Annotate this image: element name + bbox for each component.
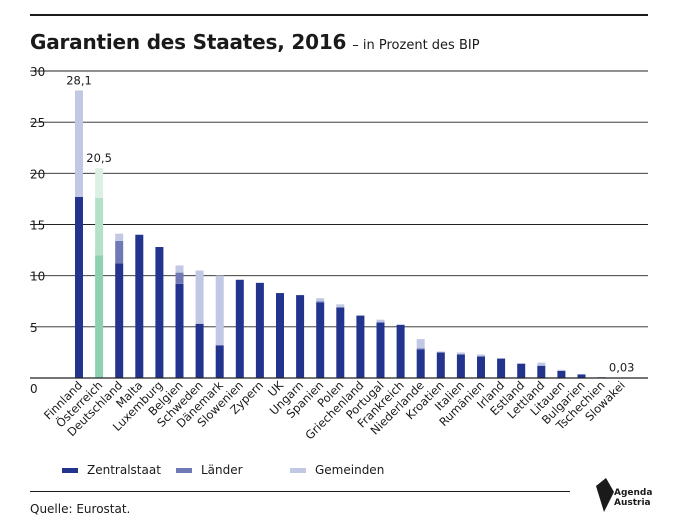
legend-item-gemeinden: Gemeinden bbox=[290, 463, 404, 477]
bar-segment bbox=[75, 196, 83, 378]
bottom-rule bbox=[30, 491, 570, 492]
source-note: Quelle: Eurostat. bbox=[30, 502, 131, 516]
chart-title: Garantien des Staates, 2016 bbox=[30, 30, 347, 54]
bar-segment bbox=[195, 270, 204, 324]
bar-segment bbox=[376, 319, 385, 322]
bar-segment bbox=[175, 265, 184, 273]
legend-item-laender: Länder bbox=[176, 463, 290, 477]
data-label: 0,03 bbox=[609, 361, 635, 375]
bar-segment bbox=[95, 255, 104, 378]
y-tick-label: 10 bbox=[30, 270, 45, 284]
legend-swatch-gemeinden bbox=[290, 467, 306, 473]
bar-segment bbox=[557, 370, 566, 378]
bar-segment bbox=[577, 374, 586, 378]
y-tick-label: 15 bbox=[30, 219, 45, 233]
bar-segment bbox=[517, 363, 526, 378]
bar-segment bbox=[537, 365, 546, 378]
data-label: 20,5 bbox=[86, 151, 112, 165]
bar-segment bbox=[376, 321, 385, 323]
legend-swatch-zentralstaat bbox=[62, 467, 78, 473]
bar-segment bbox=[356, 315, 365, 378]
logo-text-line1: Agenda bbox=[614, 488, 653, 498]
bar-segment bbox=[416, 339, 425, 349]
bar-segment bbox=[135, 234, 144, 378]
bar-segment bbox=[215, 345, 224, 378]
bar-segment bbox=[235, 279, 244, 378]
bar-segment bbox=[115, 263, 124, 378]
bar-segment bbox=[276, 293, 284, 378]
data-label: 28,1 bbox=[66, 73, 92, 87]
bar-segment bbox=[436, 352, 445, 378]
bar-segment bbox=[376, 322, 385, 378]
legend-label: Zentralstaat bbox=[87, 463, 161, 477]
bar-segment bbox=[175, 272, 184, 284]
chart-header: Garantien des Staates, 2016 – in Prozent … bbox=[30, 30, 650, 54]
legend: Zentralstaat Länder Gemeinden bbox=[62, 463, 404, 477]
y-tick-label: 25 bbox=[30, 116, 45, 130]
bar-segment bbox=[477, 356, 485, 378]
y-tick-label: 20 bbox=[30, 167, 45, 181]
bar-segment bbox=[155, 247, 164, 378]
bar-segment bbox=[336, 304, 345, 308]
legend-label: Länder bbox=[201, 463, 243, 477]
legend-label: Gemeinden bbox=[315, 463, 385, 477]
bar-segment bbox=[115, 233, 124, 241]
bar-segment bbox=[456, 352, 465, 355]
bar-segment bbox=[115, 240, 124, 264]
legend-swatch-laender bbox=[176, 467, 192, 473]
logo-text-line2: Austria bbox=[614, 498, 651, 508]
bar-segment bbox=[296, 295, 305, 378]
bar-segment bbox=[95, 197, 104, 256]
legend-item-zentralstaat: Zentralstaat bbox=[62, 463, 176, 477]
bar-chart: 051015202530FinnlandÖsterreichDeutschlan… bbox=[30, 65, 648, 442]
bar-segment bbox=[75, 90, 83, 197]
bar-segment bbox=[95, 168, 104, 198]
bar-segment bbox=[336, 307, 345, 378]
bar-segment bbox=[255, 282, 264, 378]
top-rule bbox=[30, 14, 648, 16]
bar-segment bbox=[557, 369, 566, 371]
bar-segment bbox=[316, 302, 325, 378]
y-tick-label: 30 bbox=[30, 65, 45, 79]
bar-segment bbox=[416, 349, 425, 378]
chart-subtitle: – in Prozent des BIP bbox=[352, 38, 480, 53]
bar-segment bbox=[316, 301, 325, 303]
y-tick-label: 5 bbox=[30, 321, 38, 335]
y-tick-label: 0 bbox=[30, 382, 38, 396]
bar-segment bbox=[416, 348, 425, 350]
bar-segment bbox=[316, 298, 325, 302]
bar-segment bbox=[497, 358, 506, 378]
bar-segment bbox=[436, 351, 445, 353]
bar-segment bbox=[195, 323, 204, 378]
bar-segment bbox=[537, 362, 546, 366]
bar-segment bbox=[477, 354, 485, 357]
bar-segment bbox=[456, 354, 465, 378]
agenda-austria-logo bbox=[596, 478, 614, 512]
bar-segment bbox=[396, 324, 405, 378]
bar-segment bbox=[215, 275, 224, 346]
bar-segment bbox=[175, 283, 184, 378]
